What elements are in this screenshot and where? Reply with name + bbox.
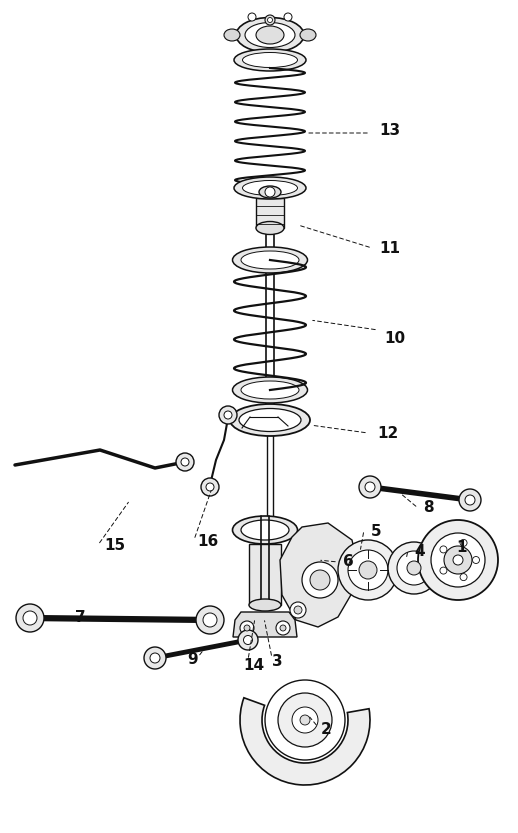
Circle shape (348, 550, 388, 590)
Circle shape (459, 489, 481, 511)
Circle shape (444, 546, 472, 574)
Text: 4: 4 (415, 545, 425, 560)
Circle shape (278, 693, 332, 747)
Circle shape (453, 555, 463, 565)
Circle shape (16, 604, 44, 632)
Circle shape (284, 13, 292, 21)
Circle shape (407, 561, 421, 575)
Circle shape (431, 533, 485, 587)
Circle shape (290, 602, 306, 618)
Circle shape (460, 574, 467, 581)
Ellipse shape (234, 177, 306, 199)
Circle shape (267, 17, 272, 22)
Circle shape (176, 453, 194, 471)
Ellipse shape (249, 599, 281, 611)
Text: 6: 6 (342, 555, 353, 570)
Ellipse shape (239, 408, 301, 431)
Circle shape (224, 411, 232, 419)
Circle shape (440, 567, 447, 574)
Circle shape (196, 606, 224, 634)
Text: 8: 8 (423, 501, 434, 516)
Circle shape (388, 542, 440, 594)
Polygon shape (233, 612, 297, 637)
Circle shape (248, 13, 256, 21)
Circle shape (294, 606, 302, 614)
Circle shape (302, 562, 338, 598)
Text: 1: 1 (457, 541, 467, 556)
Ellipse shape (233, 377, 308, 403)
Ellipse shape (242, 181, 297, 196)
Circle shape (472, 556, 480, 563)
Text: 12: 12 (378, 426, 399, 441)
Ellipse shape (241, 251, 299, 269)
Ellipse shape (236, 17, 304, 52)
Ellipse shape (241, 520, 289, 540)
Circle shape (265, 680, 345, 760)
Circle shape (300, 715, 310, 725)
Polygon shape (280, 523, 358, 627)
Circle shape (397, 551, 431, 585)
Ellipse shape (241, 381, 299, 399)
Circle shape (292, 707, 318, 733)
Ellipse shape (300, 29, 316, 41)
Ellipse shape (256, 26, 284, 44)
Circle shape (359, 561, 377, 579)
Circle shape (206, 483, 214, 491)
Polygon shape (249, 544, 281, 605)
Ellipse shape (230, 404, 310, 436)
Circle shape (460, 540, 467, 546)
Ellipse shape (234, 49, 306, 71)
Circle shape (465, 495, 475, 505)
Text: 5: 5 (371, 525, 381, 540)
Circle shape (144, 647, 166, 669)
Text: 3: 3 (271, 655, 282, 670)
Polygon shape (256, 198, 284, 228)
Circle shape (265, 187, 275, 197)
Circle shape (203, 613, 217, 627)
Text: 16: 16 (197, 535, 219, 550)
Circle shape (359, 476, 381, 498)
Ellipse shape (224, 29, 240, 41)
Ellipse shape (242, 52, 297, 67)
Text: 13: 13 (380, 122, 400, 137)
Text: 7: 7 (75, 611, 85, 626)
Text: 11: 11 (380, 241, 400, 256)
Circle shape (243, 636, 252, 645)
Circle shape (265, 15, 275, 25)
Circle shape (219, 406, 237, 424)
Circle shape (276, 621, 290, 635)
Circle shape (244, 625, 250, 631)
Wedge shape (240, 698, 370, 785)
Ellipse shape (259, 186, 281, 198)
Text: 14: 14 (243, 657, 265, 672)
Circle shape (150, 653, 160, 663)
Circle shape (201, 478, 219, 496)
Ellipse shape (233, 516, 297, 544)
Circle shape (418, 520, 498, 600)
Circle shape (338, 540, 398, 600)
Circle shape (365, 482, 375, 492)
Circle shape (280, 625, 286, 631)
Text: 10: 10 (384, 331, 406, 346)
Text: 9: 9 (188, 652, 198, 667)
Text: 2: 2 (321, 722, 332, 737)
Circle shape (240, 621, 254, 635)
Circle shape (238, 630, 258, 650)
Circle shape (181, 458, 189, 466)
Ellipse shape (233, 247, 308, 273)
Circle shape (440, 546, 447, 553)
Circle shape (23, 611, 37, 625)
Text: 15: 15 (105, 537, 125, 552)
Circle shape (310, 570, 330, 590)
Ellipse shape (256, 222, 284, 235)
Ellipse shape (245, 22, 295, 47)
